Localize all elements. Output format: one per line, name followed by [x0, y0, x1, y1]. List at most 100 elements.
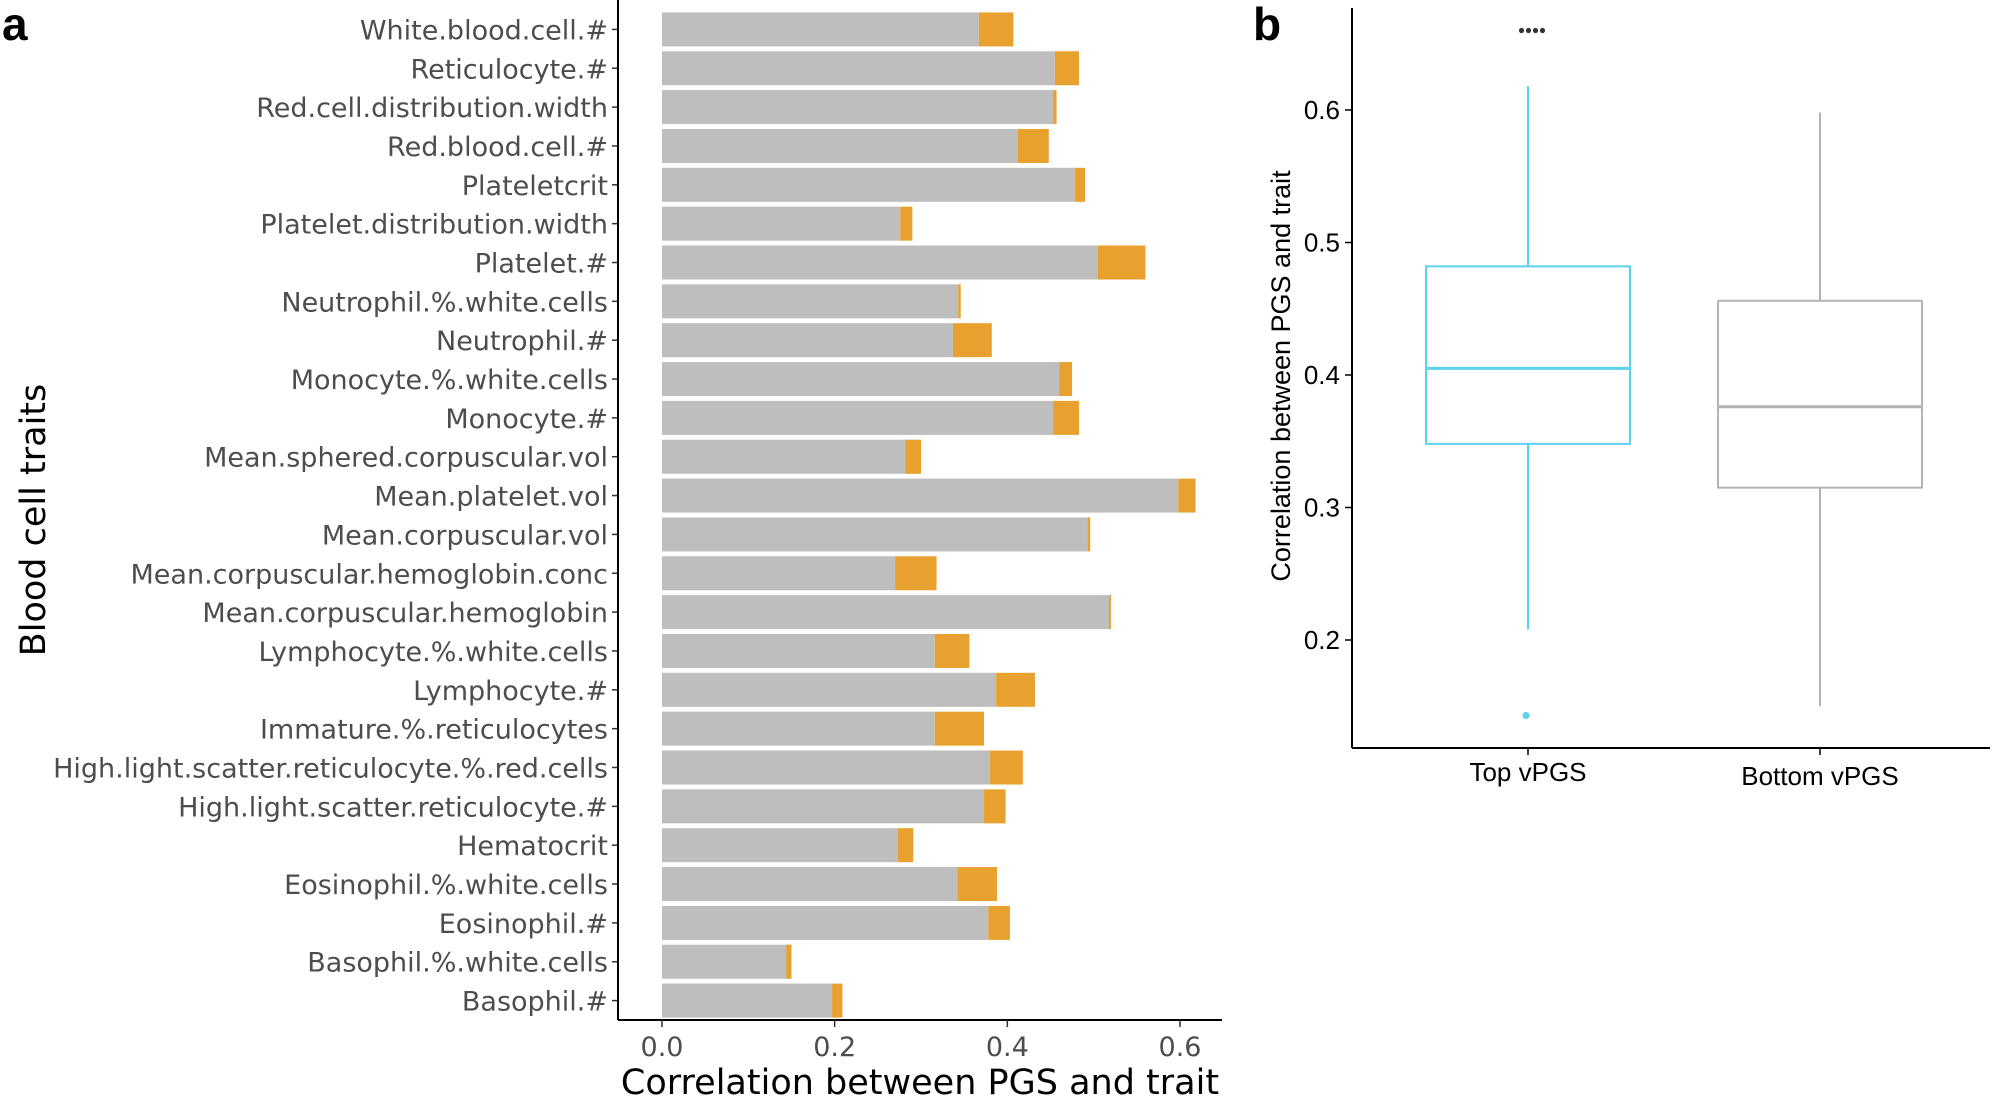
- y-axis-title: Blood cell traits: [14, 384, 54, 657]
- bar-increment: [1109, 595, 1111, 630]
- y-tick-label: Basophil.#: [462, 987, 608, 1018]
- y-tick-label: Mean.corpuscular.hemoglobin: [202, 598, 608, 629]
- y-axis-title: Correlation between PGS and trait: [1266, 170, 1296, 582]
- y-tick-label: Hematocrit: [457, 831, 608, 862]
- bar-increment: [988, 905, 1010, 940]
- y-tick-label: High.light.scatter.reticulocyte.%.red.ce…: [53, 754, 608, 785]
- y-tick-label: 0.5: [1304, 228, 1340, 258]
- y-tick-label: Lymphocyte.%.white.cells: [259, 637, 608, 668]
- y-tick-label: Mean.platelet.vol: [374, 482, 608, 513]
- y-tick-label: Immature.%.reticulocytes: [260, 715, 608, 746]
- bar-group: [662, 12, 1196, 1018]
- x-tick-label: Bottom vPGS: [1741, 761, 1899, 791]
- y-tick-labels: White.blood.cell.# Reticulocyte.# Red.cell…: [53, 15, 618, 1018]
- y-tick-label: Mean.corpuscular.hemoglobin.conc: [131, 559, 609, 590]
- bar-increment: [1087, 517, 1091, 552]
- y-tick-label: Lymphocyte.#: [413, 676, 608, 707]
- y-tick-label: Mean.sphered.corpuscular.vol: [204, 443, 608, 474]
- bar-base: [662, 362, 1060, 397]
- bar-increment: [1054, 51, 1079, 86]
- box: [1425, 265, 1631, 445]
- bar-increment: [1178, 478, 1196, 513]
- bar-increment: [905, 439, 921, 474]
- x-axis: Top vPGS Bottom vPGS: [1352, 747, 1990, 791]
- panel-b-box-plot: b 0.2 0.3 0.4 0.5 0.6 Top vPGS Bottom vPGS Co…: [1253, 0, 1990, 791]
- bar-increment: [934, 633, 970, 668]
- y-tick-label: White.blood.cell.#: [360, 15, 608, 46]
- bar-base: [662, 789, 985, 824]
- bar-increment: [990, 750, 1023, 785]
- x-tick-label: 0.4: [986, 1032, 1029, 1063]
- panel-label-a: a: [2, 0, 28, 50]
- bar-base: [662, 672, 997, 707]
- y-tick-label: Eosinophil.%.white.cells: [284, 870, 608, 901]
- y-tick-label: Platelet.distribution.width: [260, 210, 608, 241]
- y-tick-label: 0.6: [1304, 95, 1340, 125]
- bar-base: [662, 439, 921, 474]
- y-tick-label: Plateletcrit: [462, 171, 608, 202]
- bar-base: [662, 750, 991, 785]
- bar-base: [662, 206, 901, 241]
- outlier-point: [1522, 712, 1530, 720]
- box-group: [1425, 27, 1923, 720]
- bar-base: [662, 983, 833, 1018]
- y-tick-label: 0.4: [1304, 360, 1340, 390]
- y-tick-label: Neutrophil.#: [436, 326, 608, 357]
- bar-base: [662, 944, 792, 979]
- bar-increment: [786, 944, 792, 979]
- y-axis: 0.2 0.3 0.4 0.5 0.6: [1304, 8, 1353, 748]
- outlier-point: [1518, 27, 1525, 34]
- panel-label-b: b: [1253, 0, 1281, 50]
- y-tick-label: Platelet.#: [475, 249, 608, 280]
- bar-base: [662, 478, 1179, 513]
- bar-base: [662, 51, 1055, 86]
- x-tick-label: 0.0: [641, 1032, 684, 1063]
- x-tick-label: Top vPGS: [1469, 757, 1586, 787]
- bar-increment: [900, 206, 913, 241]
- bar-increment: [957, 867, 997, 902]
- bar-base: [662, 867, 958, 902]
- y-tick-label: Mean.corpuscular.vol: [322, 520, 608, 551]
- bar-base: [662, 556, 896, 591]
- outlier-point: [1532, 27, 1539, 34]
- bar-increment: [1074, 167, 1086, 202]
- bar-increment: [1053, 90, 1057, 125]
- bar-base: [662, 517, 1088, 552]
- y-tick-label: Monocyte.%.white.cells: [291, 365, 608, 396]
- y-tick-label: Neutrophil.%.white.cells: [281, 287, 608, 318]
- y-tick-label: Red.cell.distribution.width: [256, 93, 608, 124]
- bar-increment: [1059, 362, 1073, 397]
- bar-base: [662, 128, 1018, 163]
- y-tick-label: Basophil.%.white.cells: [307, 948, 608, 979]
- bar-increment: [1053, 400, 1079, 435]
- bar-base: [662, 595, 1111, 630]
- bar-increment: [1017, 128, 1049, 163]
- x-axis-title: Correlation between PGS and trait: [621, 1063, 1219, 1103]
- bar-increment: [895, 556, 937, 591]
- bar-base: [662, 167, 1075, 202]
- bar-base: [662, 400, 1054, 435]
- bar-increment: [832, 983, 843, 1018]
- bar-base: [662, 905, 989, 940]
- bar-base: [662, 245, 1098, 280]
- bar-base: [662, 633, 935, 668]
- bar-base: [662, 90, 1054, 125]
- outlier-point: [1525, 27, 1532, 34]
- y-tick-label: Monocyte.#: [445, 404, 608, 435]
- y-tick-label: Eosinophil.#: [439, 909, 608, 940]
- bar-increment: [996, 672, 1035, 707]
- bar-increment: [958, 284, 961, 319]
- bar-base: [662, 12, 979, 47]
- bar-base: [662, 284, 959, 319]
- y-tick-label: High.light.scatter.reticulocyte.#: [178, 792, 608, 823]
- bar-increment: [897, 828, 914, 863]
- y-tick-label: 0.3: [1304, 493, 1340, 523]
- bar-increment: [934, 711, 985, 746]
- bar-increment: [978, 12, 1014, 47]
- bar-base: [662, 828, 898, 863]
- box: [1717, 299, 1923, 489]
- y-tick-label: Reticulocyte.#: [411, 54, 608, 85]
- bar-base: [662, 323, 953, 358]
- outlier-point: [1539, 27, 1546, 34]
- x-axis: 0.0 0.2 0.4 0.6: [618, 1019, 1222, 1063]
